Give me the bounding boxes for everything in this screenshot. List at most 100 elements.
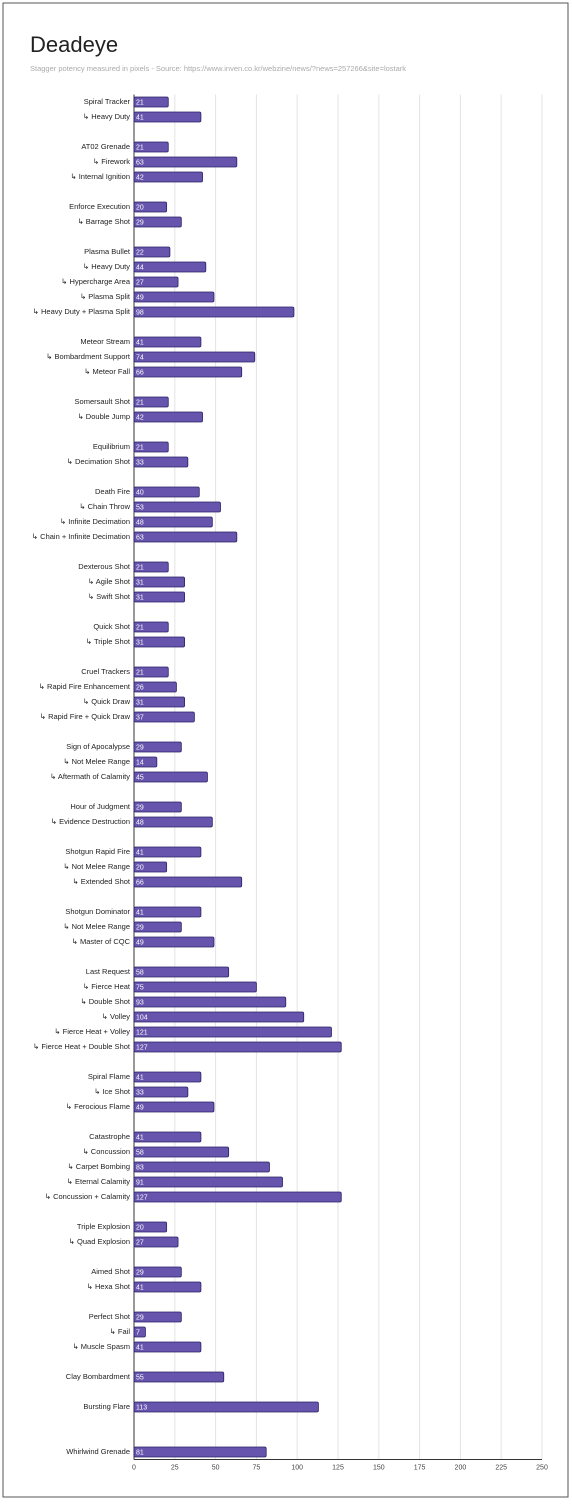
x-tick-label: 200: [455, 1464, 467, 1471]
bar: [133, 1026, 332, 1038]
bar: [133, 816, 213, 828]
value-label: 44: [136, 264, 144, 271]
bar: [133, 201, 168, 213]
bar: [133, 531, 238, 543]
value-label: 40: [136, 489, 144, 496]
bar: [133, 936, 215, 948]
y-tick-label: Last Request: [86, 967, 131, 976]
bar: [133, 1236, 179, 1248]
y-tick-label: Plasma Bullet: [84, 247, 131, 256]
value-label: 26: [136, 684, 144, 691]
value-label: 58: [136, 1149, 144, 1156]
y-tick-label: ↳ Chain Throw: [79, 502, 130, 511]
value-label: 121: [136, 1029, 148, 1036]
value-label: 41: [136, 339, 144, 346]
bar: [133, 741, 182, 753]
value-label: 49: [136, 1104, 144, 1111]
x-tick-label: 250: [536, 1464, 548, 1471]
value-label: 20: [136, 1224, 144, 1231]
bar: [133, 366, 243, 378]
y-tick-label: ↳ Internal Ignition: [70, 172, 130, 181]
y-tick-label: ↳ Master of CQC: [72, 937, 131, 946]
value-label: 41: [136, 1074, 144, 1081]
y-tick-label: ↳ Evidence Destruction: [51, 817, 130, 826]
y-tick-label: Spiral Flame: [88, 1072, 130, 1081]
value-label: 63: [136, 534, 144, 541]
value-label: 42: [136, 174, 144, 181]
y-tick-label: ↳ Triple Shot: [86, 637, 131, 646]
y-tick-label: ↳ Plasma Split: [80, 292, 131, 301]
y-tick-label: ↳ Extended Shot: [72, 877, 130, 886]
y-tick-label: ↳ Heavy Duty: [83, 262, 130, 271]
bar: [133, 156, 238, 168]
y-tick-label: ↳ Decimation Shot: [67, 457, 131, 466]
bar: [133, 771, 208, 783]
y-tick-label: Enforce Execution: [69, 202, 130, 211]
bar: [133, 666, 169, 678]
bar: [133, 336, 202, 348]
value-label: 20: [136, 864, 144, 871]
value-label: 41: [136, 1134, 144, 1141]
y-tick-label: Triple Explosion: [77, 1222, 130, 1231]
y-tick-label: ↳ Not Melee Range: [63, 862, 130, 871]
bar: [133, 501, 221, 513]
bar: [133, 1281, 202, 1293]
value-label: 27: [136, 279, 144, 286]
bar: [133, 1371, 225, 1383]
y-tick-label: ↳ Rapid Fire Enhancement: [39, 682, 131, 691]
y-tick-label: ↳ Ice Shot: [94, 1087, 131, 1096]
value-label: 31: [136, 579, 144, 586]
value-label: 41: [136, 849, 144, 856]
bar: [133, 1101, 215, 1113]
value-label: 98: [136, 309, 144, 316]
y-tick-label: Shotgun Dominator: [65, 907, 130, 916]
value-label: 7: [136, 1329, 140, 1336]
bar: [133, 1131, 202, 1143]
x-tick-label: 100: [291, 1464, 303, 1471]
bar: [133, 966, 230, 978]
value-label: 29: [136, 744, 144, 751]
value-label: 41: [136, 909, 144, 916]
y-tick-label: ↳ Not Melee Range: [63, 757, 130, 766]
bar: [133, 1401, 319, 1413]
bar: [133, 1161, 270, 1173]
value-label: 74: [136, 354, 144, 361]
value-label: 29: [136, 219, 144, 226]
bar: [133, 441, 169, 453]
bar: [133, 486, 200, 498]
y-tick-label: ↳ Hypercharge Area: [61, 277, 131, 286]
value-label: 33: [136, 459, 144, 466]
y-tick-label: ↳ Aftermath of Calamity: [50, 772, 130, 781]
value-label: 29: [136, 924, 144, 931]
value-label: 127: [136, 1194, 148, 1201]
bar: [133, 861, 168, 873]
value-label: 45: [136, 774, 144, 781]
value-label: 127: [136, 1044, 148, 1051]
value-label: 48: [136, 819, 144, 826]
bar: [133, 621, 169, 633]
value-label: 41: [136, 114, 144, 121]
value-label: 53: [136, 504, 144, 511]
bar: [133, 351, 256, 363]
bar: [133, 981, 257, 993]
bar: [133, 876, 243, 888]
y-tick-label: ↳ Heavy Duty: [83, 112, 130, 121]
value-label: 41: [136, 1344, 144, 1351]
value-label: 29: [136, 1269, 144, 1276]
y-tick-label: ↳ Eternal Calamity: [67, 1177, 131, 1186]
y-tick-label: ↳ Barrage Shot: [77, 217, 130, 226]
bar: [133, 1011, 305, 1023]
bar: [133, 696, 185, 708]
bar: [133, 996, 287, 1008]
value-label: 31: [136, 699, 144, 706]
y-tick-label: ↳ Fierce Heat + Double Shot: [33, 1042, 131, 1051]
bar: [133, 246, 171, 258]
y-tick-label: Clay Bombardment: [66, 1372, 131, 1381]
y-tick-label: Sign of Apocalypse: [66, 742, 130, 751]
y-tick-label: ↳ Fierce Heat + Volley: [54, 1027, 130, 1036]
value-label: 22: [136, 249, 144, 256]
value-label: 66: [136, 369, 144, 376]
bar: [133, 1191, 342, 1203]
y-tick-label: ↳ Meteor Fall: [84, 367, 130, 376]
bar: [133, 1146, 230, 1158]
